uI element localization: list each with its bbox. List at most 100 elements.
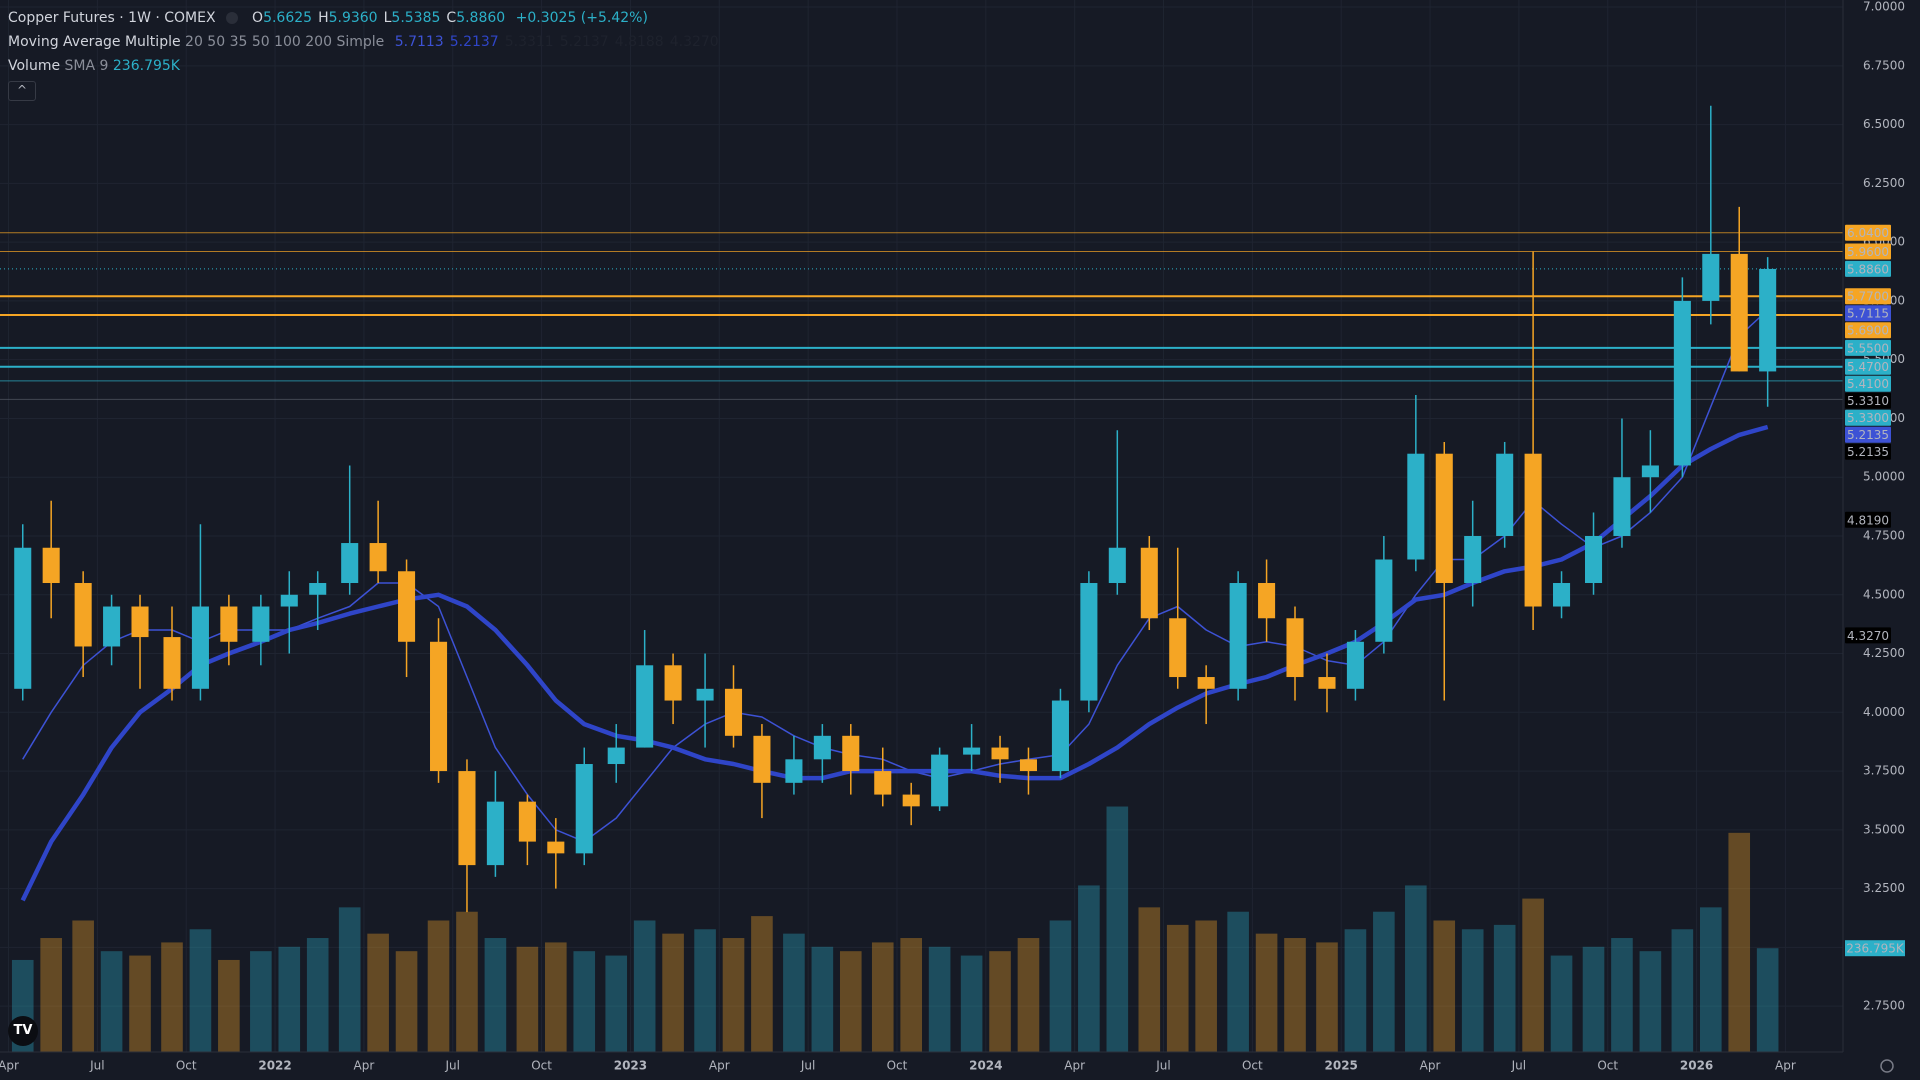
indicator-params: 20 50 35 50 100 200 Simple	[185, 34, 385, 50]
volume-bar	[1582, 946, 1605, 1052]
candle-body	[280, 594, 298, 607]
price-label: 5.5500	[1845, 339, 1891, 356]
toggle[interactable]	[225, 12, 238, 24]
price-label: 6.0400	[1845, 224, 1891, 241]
candle-body	[341, 543, 359, 584]
x-tick-label: Jul	[445, 1059, 460, 1073]
x-tick-label: Oct	[1242, 1059, 1263, 1073]
candle-body	[309, 583, 327, 595]
candle-body	[1318, 677, 1336, 689]
candle-body	[1286, 618, 1304, 678]
price-label: 5.2135	[1845, 426, 1891, 443]
ma-value: 4.8188	[614, 34, 664, 50]
y-tick-label: 6.7500	[1863, 58, 1905, 72]
x-tick-label: 2024	[969, 1059, 1002, 1073]
ohlc-value: 5.9360	[328, 10, 378, 26]
price-label-text: 4.8190	[1847, 513, 1889, 527]
candle-body	[1051, 700, 1069, 772]
candle-body	[753, 735, 771, 783]
price-axis	[1843, 0, 1920, 1080]
volume-bar	[1493, 924, 1516, 1052]
price-label-box	[1845, 511, 1891, 528]
y-tick-label: 3.5000	[1863, 822, 1905, 836]
candle-body	[931, 754, 949, 807]
price-label-text: 5.6900	[1847, 324, 1889, 338]
logo[interactable]: TV	[8, 1016, 38, 1046]
candle-body	[1641, 465, 1659, 478]
collapse-row: ^	[8, 78, 719, 102]
collapse-button[interactable]: ^	[8, 81, 36, 101]
candle-body	[1258, 583, 1276, 619]
x-tick-label: Apr	[709, 1059, 730, 1073]
price-label-text: 5.4100	[1847, 377, 1889, 391]
candle-body	[1108, 547, 1126, 584]
ma-value: 5.2137	[449, 34, 499, 50]
candle-body	[1019, 759, 1037, 772]
candle-body	[74, 583, 92, 647]
price-label-box	[1845, 426, 1891, 443]
ma-values: 5.7113 5.2137 5.3311 5.2137 4.8188 4.3270	[389, 34, 719, 50]
x-tick-label: 2023	[614, 1059, 647, 1073]
y-tick-label: 5.0000	[1863, 470, 1905, 484]
volume-bar	[633, 920, 656, 1052]
volume-bar	[605, 955, 628, 1052]
candle-body	[1375, 559, 1393, 642]
y-tick-label: 6.2500	[1863, 176, 1905, 190]
price-label: 4.8190	[1845, 511, 1891, 528]
volume-bar	[839, 951, 862, 1052]
candle-body	[518, 801, 536, 842]
candle-body	[191, 606, 209, 689]
volume-bar	[395, 951, 418, 1052]
y-tick-label: 6.5000	[1863, 117, 1905, 131]
price-label-box	[1845, 375, 1891, 392]
candle-body	[874, 771, 892, 795]
volume-bar	[1550, 955, 1573, 1052]
candle-body	[486, 801, 504, 866]
candle-body	[1759, 268, 1777, 372]
y-tick-label: 4.5000	[1863, 587, 1905, 601]
candle-body	[1229, 583, 1247, 689]
ohlc-key: H	[318, 10, 329, 26]
ohlc-value: 5.5385	[391, 10, 441, 26]
volume-bar	[516, 946, 539, 1052]
volume-bar	[218, 959, 240, 1052]
volume-bar	[367, 933, 389, 1052]
volume-bar	[338, 907, 361, 1052]
volume-bar	[871, 942, 894, 1052]
volume-bar	[1611, 938, 1633, 1052]
volume-bar	[72, 920, 94, 1052]
x-tick-label: Oct	[1597, 1059, 1618, 1073]
price-label: 5.6900	[1845, 322, 1891, 339]
price-label-box	[1845, 392, 1891, 409]
volume-label-box	[1845, 940, 1905, 957]
candle-body	[547, 841, 565, 854]
y-tick-label: 3.7500	[1863, 764, 1905, 778]
ohlc: O5.6625 H5.9360 L5.5385 C5.8860	[252, 10, 511, 26]
volume-bar	[1639, 951, 1662, 1052]
price-label-box	[1845, 339, 1891, 356]
volume-bar	[456, 911, 478, 1052]
indicator-name[interactable]: Moving Average Multiple	[8, 34, 181, 50]
price-label-text: 5.9600	[1847, 245, 1889, 259]
volume-bar	[1255, 933, 1278, 1052]
candle-body	[1197, 677, 1215, 689]
x-tick-label: 2025	[1325, 1059, 1358, 1073]
volume-name[interactable]: Volume	[8, 58, 61, 74]
settings-icon[interactable]	[1880, 1059, 1894, 1073]
volume-bar	[100, 951, 123, 1052]
price-label-text: 5.3300	[1847, 411, 1889, 425]
x-tick-label: Apr	[1420, 1059, 1441, 1073]
price-label: 5.3300	[1845, 409, 1891, 426]
symbol-row: Copper Futures · 1W · COMEX O5.6625 H5.93…	[8, 6, 719, 30]
candle-body	[842, 735, 860, 772]
y-tick-label: 7.0000	[1863, 0, 1905, 14]
price-label-box	[1845, 260, 1891, 277]
candle-body	[252, 606, 270, 642]
volume-params: SMA 9	[64, 58, 109, 74]
candle-body	[1407, 453, 1425, 560]
volume-value: 236.795K	[112, 58, 180, 74]
symbol-title[interactable]: Copper Futures · 1W · COMEX	[8, 10, 216, 26]
candle-body	[1140, 547, 1158, 619]
price-label-text: 5.7700	[1847, 290, 1889, 304]
y-tick-label: 3.2500	[1863, 881, 1905, 895]
